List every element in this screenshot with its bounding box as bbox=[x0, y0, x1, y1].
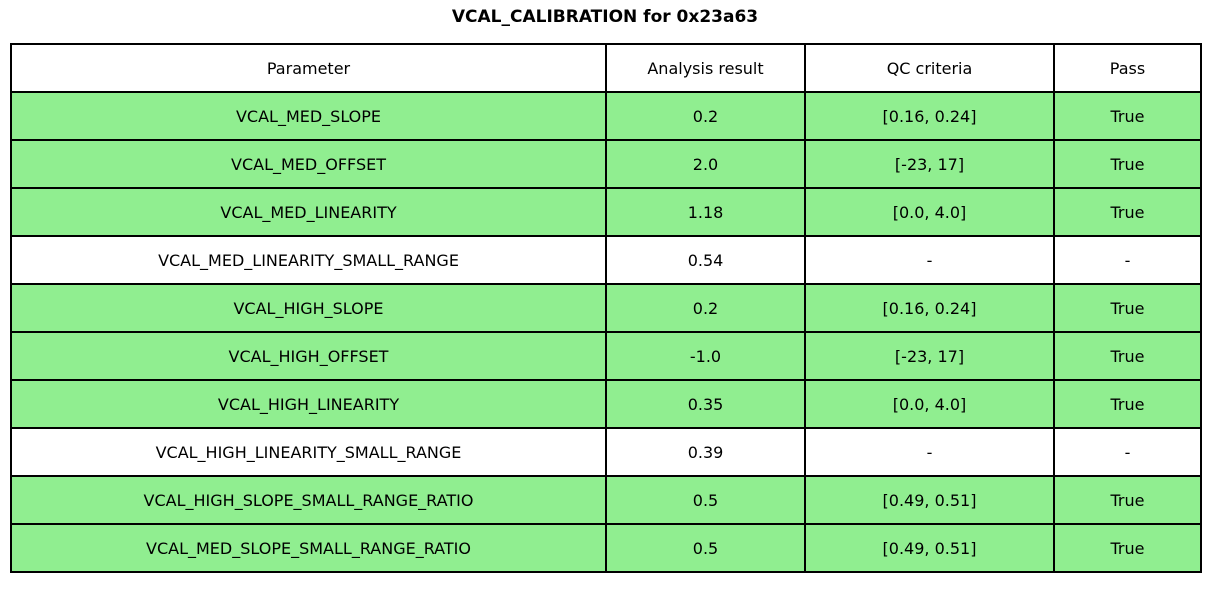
cell-analysis-result: 0.5 bbox=[605, 475, 806, 525]
page-title: VCAL_CALIBRATION for 0x23a63 bbox=[451, 7, 759, 27]
table-row: VCAL_MED_SLOPE_SMALL_RANGE_RATIO 0.5 [0.49… bbox=[10, 523, 1202, 573]
cell-parameter: VCAL_HIGH_LINEARITY bbox=[10, 379, 607, 429]
cell-analysis-result: 0.2 bbox=[605, 91, 806, 141]
column-header-pass: Pass bbox=[1053, 43, 1202, 93]
table-row: VCAL_MED_OFFSET 2.0 [-23, 17] True bbox=[10, 139, 1202, 189]
cell-qc-criteria: - bbox=[804, 235, 1055, 285]
cell-pass: True bbox=[1053, 91, 1202, 141]
cell-qc-criteria: [0.49, 0.51] bbox=[804, 523, 1055, 573]
cell-parameter: VCAL_MED_LINEARITY bbox=[10, 187, 607, 237]
cell-analysis-result: 0.54 bbox=[605, 235, 806, 285]
cell-qc-criteria: [0.16, 0.24] bbox=[804, 91, 1055, 141]
cell-analysis-result: 0.2 bbox=[605, 283, 806, 333]
cell-qc-criteria: [0.16, 0.24] bbox=[804, 283, 1055, 333]
table-row: VCAL_HIGH_LINEARITY 0.35 [0.0, 4.0] True bbox=[10, 379, 1202, 429]
cell-parameter: VCAL_HIGH_LINEARITY_SMALL_RANGE bbox=[10, 427, 607, 477]
cell-parameter: VCAL_HIGH_OFFSET bbox=[10, 331, 607, 381]
column-header-qc-criteria: QC criteria bbox=[804, 43, 1055, 93]
cell-analysis-result: 0.5 bbox=[605, 523, 806, 573]
cell-pass: True bbox=[1053, 283, 1202, 333]
cell-analysis-result: -1.0 bbox=[605, 331, 806, 381]
table-row: VCAL_MED_LINEARITY 1.18 [0.0, 4.0] True bbox=[10, 187, 1202, 237]
cell-parameter: VCAL_HIGH_SLOPE_SMALL_RANGE_RATIO bbox=[10, 475, 607, 525]
cell-parameter: VCAL_MED_SLOPE bbox=[10, 91, 607, 141]
table-row: VCAL_HIGH_SLOPE_SMALL_RANGE_RATIO 0.5 [0.4… bbox=[10, 475, 1202, 525]
cell-analysis-result: 0.39 bbox=[605, 427, 806, 477]
table-row: VCAL_MED_LINEARITY_SMALL_RANGE 0.54- - bbox=[10, 235, 1202, 285]
cell-pass: True bbox=[1053, 331, 1202, 381]
cell-pass: True bbox=[1053, 475, 1202, 525]
cell-qc-criteria: [0.49, 0.51] bbox=[804, 475, 1055, 525]
table-body: VCAL_MED_SLOPE 0.2 [0.16, 0.24] True VCAL_ME… bbox=[10, 91, 1202, 573]
cell-parameter: VCAL_MED_OFFSET bbox=[10, 139, 607, 189]
table-row: VCAL_MED_SLOPE 0.2 [0.16, 0.24] True bbox=[10, 91, 1202, 141]
column-header-analysis-result: Analysis result bbox=[605, 43, 806, 93]
cell-qc-criteria: [0.0, 4.0] bbox=[804, 379, 1055, 429]
cell-parameter: VCAL_MED_LINEARITY_SMALL_RANGE bbox=[10, 235, 607, 285]
cell-pass: - bbox=[1053, 427, 1202, 477]
table-row: VCAL_HIGH_SLOPE 0.2 [0.16, 0.24] True bbox=[10, 283, 1202, 333]
cell-analysis-result: 0.35 bbox=[605, 379, 806, 429]
cell-parameter: VCAL_HIGH_SLOPE bbox=[10, 283, 607, 333]
cell-pass: True bbox=[1053, 187, 1202, 237]
cell-analysis-result: 2.0 bbox=[605, 139, 806, 189]
cell-pass: True bbox=[1053, 379, 1202, 429]
table-row: VCAL_HIGH_OFFSET -1.0 [-23, 17] True bbox=[10, 331, 1202, 381]
cell-qc-criteria: [-23, 17] bbox=[804, 331, 1055, 381]
cell-qc-criteria: [0.0, 4.0] bbox=[804, 187, 1055, 237]
qc-table: Parameter Analysis result QC criteria Pa… bbox=[10, 43, 1202, 573]
cell-qc-criteria: - bbox=[804, 427, 1055, 477]
cell-qc-criteria: [-23, 17] bbox=[804, 139, 1055, 189]
cell-pass: - bbox=[1053, 235, 1202, 285]
cell-analysis-result: 1.18 bbox=[605, 187, 806, 237]
table-header-row: Parameter Analysis result QC criteria Pa… bbox=[10, 43, 1202, 93]
cell-pass: True bbox=[1053, 139, 1202, 189]
table-row: VCAL_HIGH_LINEARITY_SMALL_RANGE 0.39- - bbox=[10, 427, 1202, 477]
column-header-parameter: Parameter bbox=[10, 43, 607, 93]
cell-pass: True bbox=[1053, 523, 1202, 573]
cell-parameter: VCAL_MED_SLOPE_SMALL_RANGE_RATIO bbox=[10, 523, 607, 573]
